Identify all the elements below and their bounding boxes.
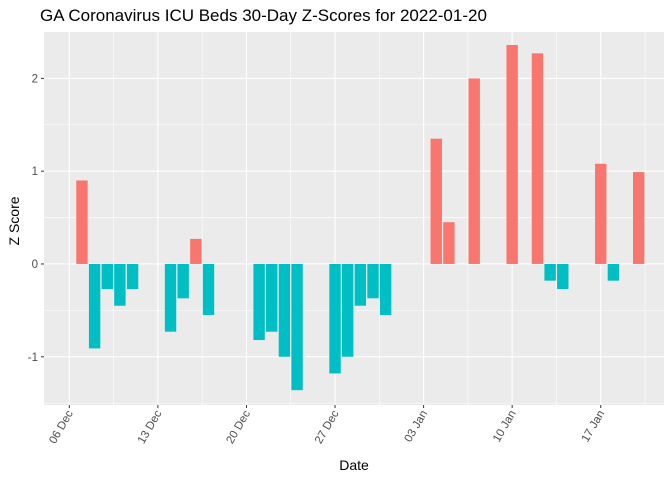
bars [76,44,645,391]
bar-2022-01-10 [506,44,518,264]
x-tick-label: 06 Dec [47,408,76,446]
bar-2021-12-30 [367,263,379,299]
bar-2021-12-24 [291,263,303,391]
bar-2021-12-17 [202,263,215,315]
x-axis: 06 Dec 13 Dec 20 Dec 27 Dec 03 Jan 10 Jan 17 J… [47,405,607,446]
x-tick-label: 10 Jan [491,409,519,445]
y-axis-title: Z Score [6,196,22,245]
x-tick-label: 03 Jan [403,409,431,445]
bar-2021-12-07 [76,180,88,264]
bar-2021-12-16 [190,238,202,264]
bar-2021-12-10 [114,263,126,306]
y-tick-label: 0 [32,259,38,271]
y-tick-label: 1 [32,166,38,178]
bar-2022-01-17 [595,163,607,264]
bar-2021-12-08 [88,263,101,349]
bar-2022-01-14 [557,263,569,290]
x-tick-label: 27 Dec [313,408,342,446]
x-axis-title: Date [339,457,369,473]
y-axis: -1 0 1 2 [28,73,44,364]
bar-2021-12-21 [253,263,265,341]
bar-2021-12-23 [278,263,291,357]
bar-2021-12-27 [329,263,341,374]
bar-2022-01-20 [633,172,645,264]
bar-2022-01-12 [531,53,544,264]
bar-2022-01-18 [607,263,620,281]
y-tick-label: 2 [32,73,38,85]
chart-title: GA Coronavirus ICU Beds 30-Day Z-Scores … [40,6,487,25]
y-tick-label: -1 [28,352,38,364]
x-tick-label: 17 Jan [580,409,608,445]
x-tick-label: 20 Dec [224,408,253,446]
bar-2021-12-15 [177,263,189,299]
bar-2022-01-04 [430,138,442,264]
plot-panel [44,32,664,405]
x-tick-label: 13 Dec [136,408,165,446]
bar-2021-12-22 [266,263,278,332]
bar-2022-01-13 [544,263,556,281]
bar-2022-01-07 [468,78,480,264]
bar-2021-12-14 [164,263,177,332]
bar-2021-12-31 [379,263,392,315]
bar-2021-12-09 [101,263,113,290]
grid-lines [44,32,664,405]
bar-2021-12-29 [354,263,367,306]
bar-2022-01-05 [443,222,455,264]
bar-2021-12-28 [341,263,354,357]
bar-2021-12-11 [126,263,139,290]
